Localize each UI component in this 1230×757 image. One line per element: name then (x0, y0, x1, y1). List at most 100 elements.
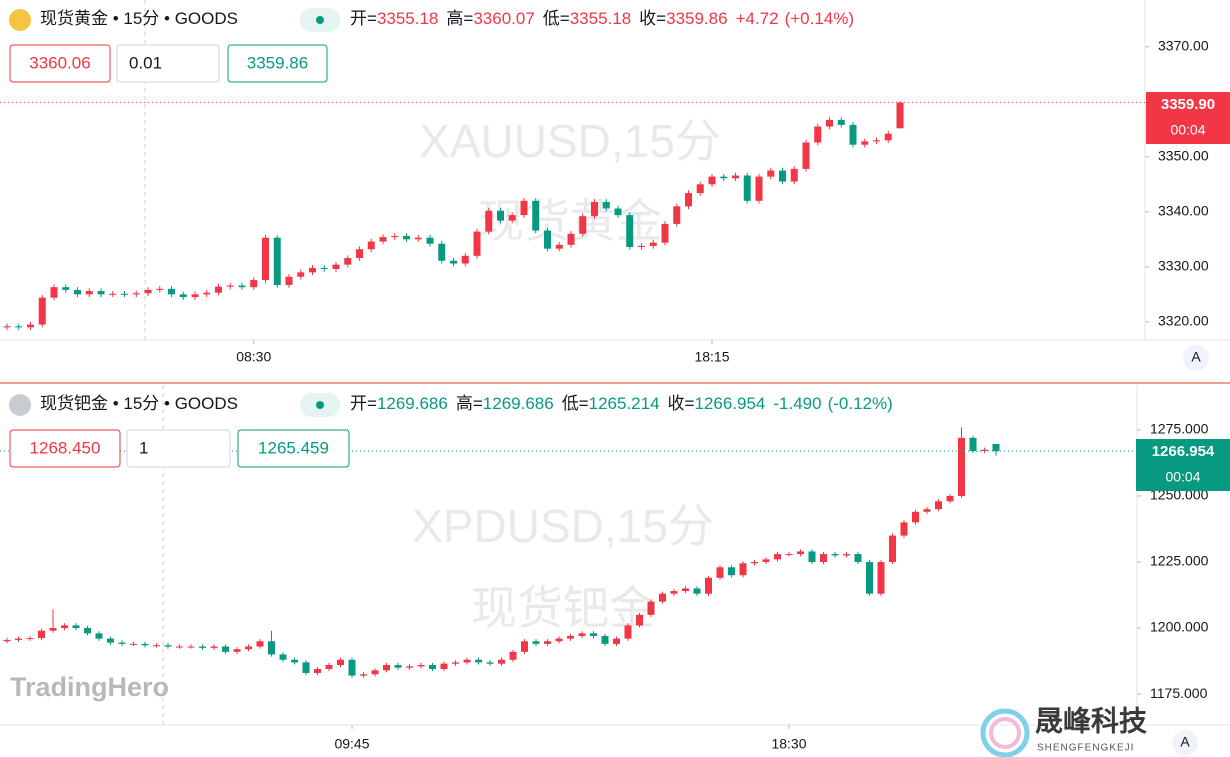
candle-body (107, 638, 114, 643)
order-buy-box[interactable] (227, 44, 328, 83)
candle-body (463, 659, 471, 663)
candle-body (602, 201, 610, 209)
candle-body (682, 588, 689, 592)
order-sell[interactable]: 1268.450 (30, 438, 101, 457)
y-tick-label: 3340.00 (1158, 203, 1209, 219)
candle-body (406, 666, 413, 668)
candle-body (532, 200, 540, 231)
candle-body (285, 276, 293, 285)
order-sell[interactable]: 3360.06 (29, 53, 90, 72)
candle-body (314, 668, 321, 673)
candle-body (981, 449, 988, 452)
candle-body (567, 233, 575, 245)
candle-body (866, 562, 873, 594)
scale-button-label[interactable]: A (1191, 349, 1201, 365)
ohlc-label: 开= (350, 394, 377, 413)
order-buy[interactable]: 3359.86 (247, 53, 308, 72)
candle-body (739, 563, 747, 576)
candle-body (790, 168, 798, 182)
ohlc-label: 低= (562, 394, 589, 413)
candle-body (579, 216, 587, 234)
candle-body (356, 249, 363, 259)
candle-body (203, 292, 211, 295)
candle-body (156, 288, 164, 290)
order-sell-box[interactable] (9, 44, 111, 83)
order-qty-box[interactable] (126, 429, 231, 468)
x-tick-label: 08:30 (236, 349, 271, 365)
watermark: XAUUSD,15分 (419, 115, 721, 167)
candle-body (705, 577, 712, 594)
header: 现货黄金 • 15分 • GOODS (40, 9, 238, 28)
candle-body (797, 551, 804, 555)
ohlc: 开=1269.686 高=1269.686 低=1265.214 收=1266.954… (350, 394, 893, 413)
candle-body (854, 554, 862, 563)
candle-body (889, 535, 896, 563)
candle-body (371, 670, 379, 675)
header: 现货钯金 • 15分 • GOODS (40, 394, 238, 413)
candle-body (132, 293, 140, 295)
candle-body (578, 633, 586, 636)
candle-body (638, 245, 645, 248)
candle-body (38, 630, 45, 639)
price-tag (1146, 92, 1230, 144)
change-pct: (+0.14%) (785, 9, 854, 28)
candle-body (153, 645, 160, 647)
candle-body (779, 170, 786, 182)
candle-body (843, 554, 850, 556)
order-buy[interactable]: 1265.459 (258, 438, 329, 457)
candle-body (109, 293, 117, 295)
candle-body (969, 437, 977, 452)
order-qty-box[interactable] (116, 44, 220, 83)
candle-body (861, 141, 869, 145)
change: +4.72 (736, 9, 779, 28)
order-qty[interactable]: 0.01 (129, 53, 162, 72)
candle-body (168, 288, 175, 295)
candle-body (935, 501, 942, 510)
candle-body (268, 641, 275, 655)
candle-body (27, 324, 34, 328)
candle-body (732, 175, 739, 179)
order-sell-box[interactable] (9, 429, 121, 468)
candle-body (508, 215, 516, 221)
candle-body (279, 654, 287, 660)
ohlc-value: 3359.86 (666, 9, 727, 28)
candle-body (601, 635, 609, 644)
ohlc-value: 3355.18 (570, 9, 631, 28)
candle-body (297, 272, 305, 277)
y-tick-label: 1225.000 (1150, 553, 1209, 569)
ohlc-value: 1266.954 (694, 394, 765, 413)
candle-body (696, 184, 704, 194)
candle-body (873, 140, 880, 142)
scale-button-label[interactable]: A (1180, 734, 1190, 750)
ohlc-label: 开= (350, 9, 377, 28)
candle-body (403, 236, 410, 240)
candle-body (85, 291, 93, 295)
scale-button[interactable] (1183, 345, 1209, 371)
candle-body (461, 255, 469, 264)
logo-swirl (980, 708, 1030, 757)
ohlc: 开=3355.18 高=3360.07 低=3355.18 收=3359.86 +4.7… (350, 9, 854, 28)
ohlc-label: 高= (456, 394, 483, 413)
logo-left: TradingHero (10, 672, 169, 702)
ohlc-label: 收= (668, 394, 695, 413)
candle-body (379, 237, 387, 242)
order-qty[interactable]: 1 (139, 438, 148, 457)
order-buy-box[interactable] (237, 429, 350, 468)
candle-body (785, 554, 793, 556)
candle-body (649, 242, 657, 246)
candle-body (673, 206, 681, 224)
candle-body (555, 638, 563, 642)
candle-body (26, 638, 34, 640)
candle-body (262, 237, 269, 281)
ohlc-value: 3355.18 (377, 9, 438, 28)
candle-body (884, 133, 892, 141)
candle-body (391, 236, 399, 238)
candle-body (367, 241, 375, 250)
candle-body (250, 280, 258, 288)
candle-body (958, 437, 965, 496)
countdown: 00:04 (1165, 469, 1200, 485)
candle-body (896, 102, 904, 129)
candle-body (95, 633, 103, 639)
candle-body (992, 443, 1000, 452)
scale-button[interactable] (1172, 730, 1198, 756)
